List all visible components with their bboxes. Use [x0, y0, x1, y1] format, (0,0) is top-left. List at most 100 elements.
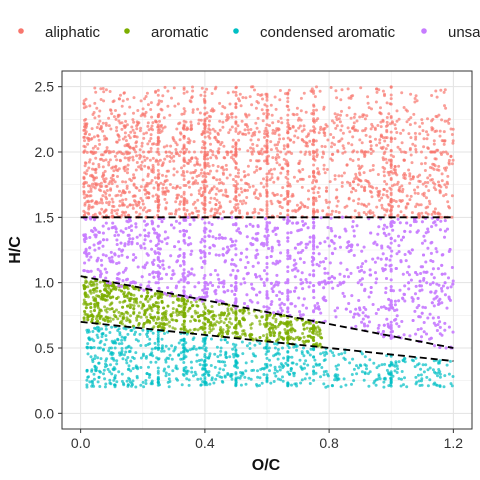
legend-label: aliphatic: [45, 24, 101, 41]
data-point: [355, 372, 359, 376]
data-point: [180, 383, 184, 387]
data-point: [219, 346, 223, 350]
data-point: [337, 174, 341, 178]
data-point: [184, 184, 188, 187]
data-point: [231, 153, 235, 157]
data-point: [200, 346, 204, 350]
data-point: [234, 90, 238, 94]
data-point: [116, 175, 119, 178]
data-point: [320, 144, 324, 148]
data-point: [104, 121, 108, 125]
data-point: [323, 353, 327, 357]
data-point: [254, 196, 258, 200]
data-point: [97, 376, 101, 379]
data-point: [399, 384, 403, 388]
data-point: [330, 145, 333, 149]
data-point: [197, 189, 201, 193]
data-point: [307, 189, 310, 193]
data-point: [345, 163, 349, 167]
data-point: [438, 361, 441, 365]
data-point: [133, 176, 137, 180]
data-point: [352, 121, 356, 125]
data-point: [284, 92, 287, 96]
data-point: [389, 193, 393, 197]
data-point: [389, 176, 393, 180]
data-point: [440, 153, 443, 156]
data-point: [214, 203, 218, 207]
data-point: [295, 203, 299, 207]
data-point: [213, 352, 217, 356]
data-point: [231, 331, 235, 335]
data-point: [117, 113, 121, 117]
data-point: [276, 149, 280, 153]
data-point: [215, 211, 219, 215]
data-point: [84, 117, 88, 121]
data-point: [118, 199, 122, 203]
data-point: [397, 377, 401, 381]
data-point: [193, 319, 197, 322]
data-point: [134, 145, 138, 148]
data-point: [225, 341, 229, 344]
data-point: [391, 374, 395, 378]
data-point: [246, 173, 250, 177]
data-point: [115, 126, 119, 129]
data-point: [164, 344, 168, 348]
data-point: [145, 91, 149, 95]
data-point: [419, 373, 423, 377]
data-point: [369, 140, 373, 144]
data-point: [372, 214, 376, 218]
data-point: [95, 289, 98, 293]
data-point: [389, 140, 393, 143]
data-point: [109, 127, 113, 131]
data-point: [293, 317, 297, 320]
data-point: [431, 181, 435, 185]
data-point: [234, 120, 238, 124]
data-point: [82, 106, 86, 110]
data-point: [221, 171, 225, 175]
data-point: [221, 165, 225, 169]
data-point: [134, 186, 138, 189]
data-point: [112, 169, 116, 173]
data-point: [101, 194, 105, 198]
data-point: [185, 332, 189, 336]
data-point: [94, 156, 98, 160]
data-point: [99, 87, 103, 91]
data-point: [175, 184, 179, 188]
data-point: [438, 129, 442, 133]
data-point: [234, 165, 238, 169]
data-point: [217, 151, 220, 155]
data-point: [346, 126, 350, 130]
data-point: [255, 383, 258, 386]
data-point: [89, 310, 93, 313]
data-point: [407, 168, 411, 172]
data-point: [435, 129, 438, 133]
data-point: [102, 372, 105, 376]
data-point: [286, 331, 290, 335]
data-point: [399, 131, 403, 135]
data-point: [358, 363, 362, 367]
data-point: [89, 199, 93, 203]
data-point: [313, 326, 317, 330]
data-point: [239, 187, 243, 191]
data-point: [197, 118, 201, 122]
data-point: [203, 187, 207, 190]
data-point: [116, 193, 120, 197]
data-point: [146, 124, 150, 128]
data-point: [298, 336, 302, 340]
data-point: [86, 318, 90, 322]
data-point: [108, 316, 112, 320]
data-point: [150, 309, 154, 313]
data-point: [90, 137, 94, 140]
data-point: [162, 306, 166, 310]
data-point: [132, 111, 135, 115]
data-point: [182, 143, 186, 147]
data-point: [91, 162, 95, 166]
data-point: [306, 206, 310, 209]
data-point: [112, 366, 116, 370]
data-point: [256, 101, 260, 105]
data-point: [284, 197, 287, 201]
data-point: [444, 185, 448, 189]
data-point: [233, 159, 237, 163]
data-point: [307, 339, 310, 343]
data-point: [389, 384, 393, 388]
